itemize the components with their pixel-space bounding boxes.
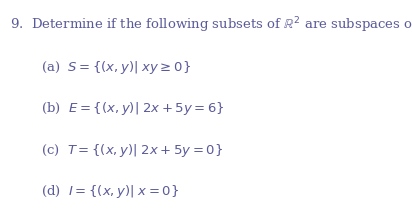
Text: (d)  $I = \{(x, y)|\; x = 0\}$: (d) $I = \{(x, y)|\; x = 0\}$ — [41, 183, 179, 200]
Text: (b)  $E = \{(x, y)|\; 2x + 5y = 6\}$: (b) $E = \{(x, y)|\; 2x + 5y = 6\}$ — [41, 100, 225, 117]
Text: (a)  $S = \{(x, y)|\; xy \geq 0\}$: (a) $S = \{(x, y)|\; xy \geq 0\}$ — [41, 59, 191, 76]
Text: 9.  Determine if the following subsets of $\mathbb{R}^2$ are subspaces of $\math: 9. Determine if the following subsets of… — [10, 15, 412, 35]
Text: (c)  $T = \{(x, y)|\; 2x + 5y = 0\}$: (c) $T = \{(x, y)|\; 2x + 5y = 0\}$ — [41, 142, 223, 159]
